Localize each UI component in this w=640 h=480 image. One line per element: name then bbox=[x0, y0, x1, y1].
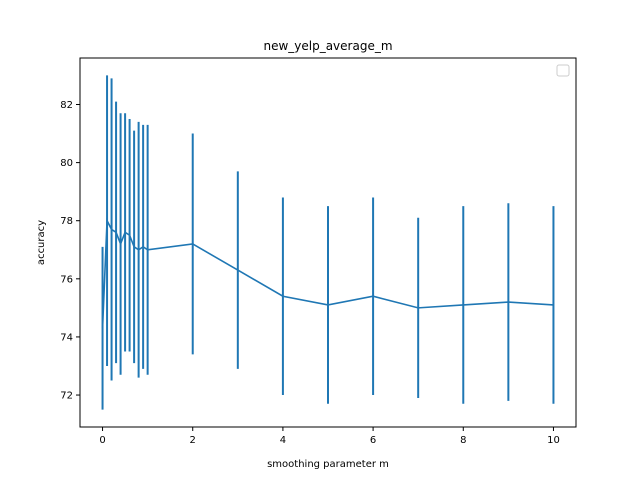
x-tick-label: 6 bbox=[370, 435, 376, 446]
x-tick-label: 0 bbox=[99, 435, 105, 446]
y-axis-label: accuracy bbox=[36, 220, 47, 265]
y-tick-label: 82 bbox=[60, 100, 73, 111]
x-tick-label: 2 bbox=[190, 435, 196, 446]
y-tick-label: 72 bbox=[60, 391, 73, 402]
y-tick-label: 80 bbox=[60, 158, 73, 169]
y-axis-ticks: 72 74 76 78 80 82 bbox=[60, 100, 80, 402]
accuracy-line bbox=[101, 217, 554, 329]
plot-area bbox=[101, 75, 555, 410]
x-tick-label: 10 bbox=[547, 435, 560, 446]
x-axis-label: smoothing parameter m bbox=[267, 459, 389, 470]
chart-title: new_yelp_average_m bbox=[263, 39, 392, 53]
y-tick-label: 74 bbox=[60, 332, 73, 343]
y-tick-label: 76 bbox=[60, 274, 73, 285]
x-tick-label: 4 bbox=[280, 435, 286, 446]
axes-frame bbox=[79, 57, 577, 428]
x-axis-ticks: 0 2 4 6 8 10 bbox=[99, 427, 560, 446]
x-tick-label: 8 bbox=[460, 435, 466, 446]
y-tick-label: 78 bbox=[60, 216, 73, 227]
legend bbox=[556, 64, 570, 77]
